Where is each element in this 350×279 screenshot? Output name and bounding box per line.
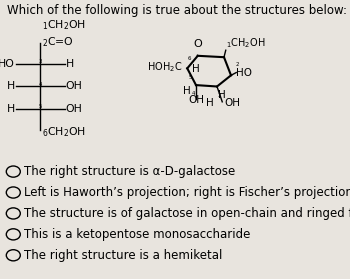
Text: Left is Haworth’s projection; right is Fischer’s projection: Left is Haworth’s projection; right is F… [24, 186, 350, 199]
Text: $_4$: $_4$ [38, 80, 44, 89]
Text: HOH$_2$C: HOH$_2$C [147, 60, 182, 74]
Text: $_5$: $_5$ [188, 73, 193, 81]
Text: The right structure is α-D-galactose: The right structure is α-D-galactose [24, 165, 235, 178]
Text: H: H [7, 104, 15, 114]
Text: $_3$: $_3$ [38, 57, 44, 66]
Text: OH: OH [65, 104, 82, 114]
Text: $_4$: $_4$ [191, 89, 196, 98]
Text: The right structure is a hemiketal: The right structure is a hemiketal [24, 249, 222, 262]
Text: HO: HO [236, 68, 252, 78]
Text: $_6$CH$_2$OH: $_6$CH$_2$OH [42, 125, 86, 139]
Text: $_1$CH$_2$OH: $_1$CH$_2$OH [226, 37, 265, 50]
Text: $_3$: $_3$ [217, 91, 222, 100]
Text: $_2$: $_2$ [235, 60, 240, 69]
Text: H: H [206, 98, 214, 108]
Text: H: H [65, 59, 74, 69]
Text: HO: HO [0, 59, 15, 69]
Text: This is a ketopentose monosaccharide: This is a ketopentose monosaccharide [24, 228, 250, 241]
Text: $_5$: $_5$ [38, 102, 43, 111]
Text: The structure is of galactose in open-chain and ringed forms: The structure is of galactose in open-ch… [24, 207, 350, 220]
Text: $_6$: $_6$ [187, 54, 192, 63]
Text: H: H [183, 86, 191, 97]
Text: OH: OH [224, 98, 240, 108]
Text: OH: OH [188, 95, 204, 105]
Text: O: O [193, 39, 202, 49]
Text: Which of the following is true about the structures below:: Which of the following is true about the… [7, 4, 347, 17]
Text: $_2$C=O: $_2$C=O [42, 35, 74, 49]
Text: OH: OH [65, 81, 82, 92]
Text: H: H [218, 90, 226, 100]
Text: H: H [7, 81, 15, 92]
Text: $_1$CH$_2$OH: $_1$CH$_2$OH [42, 18, 86, 32]
Text: H: H [192, 64, 200, 74]
